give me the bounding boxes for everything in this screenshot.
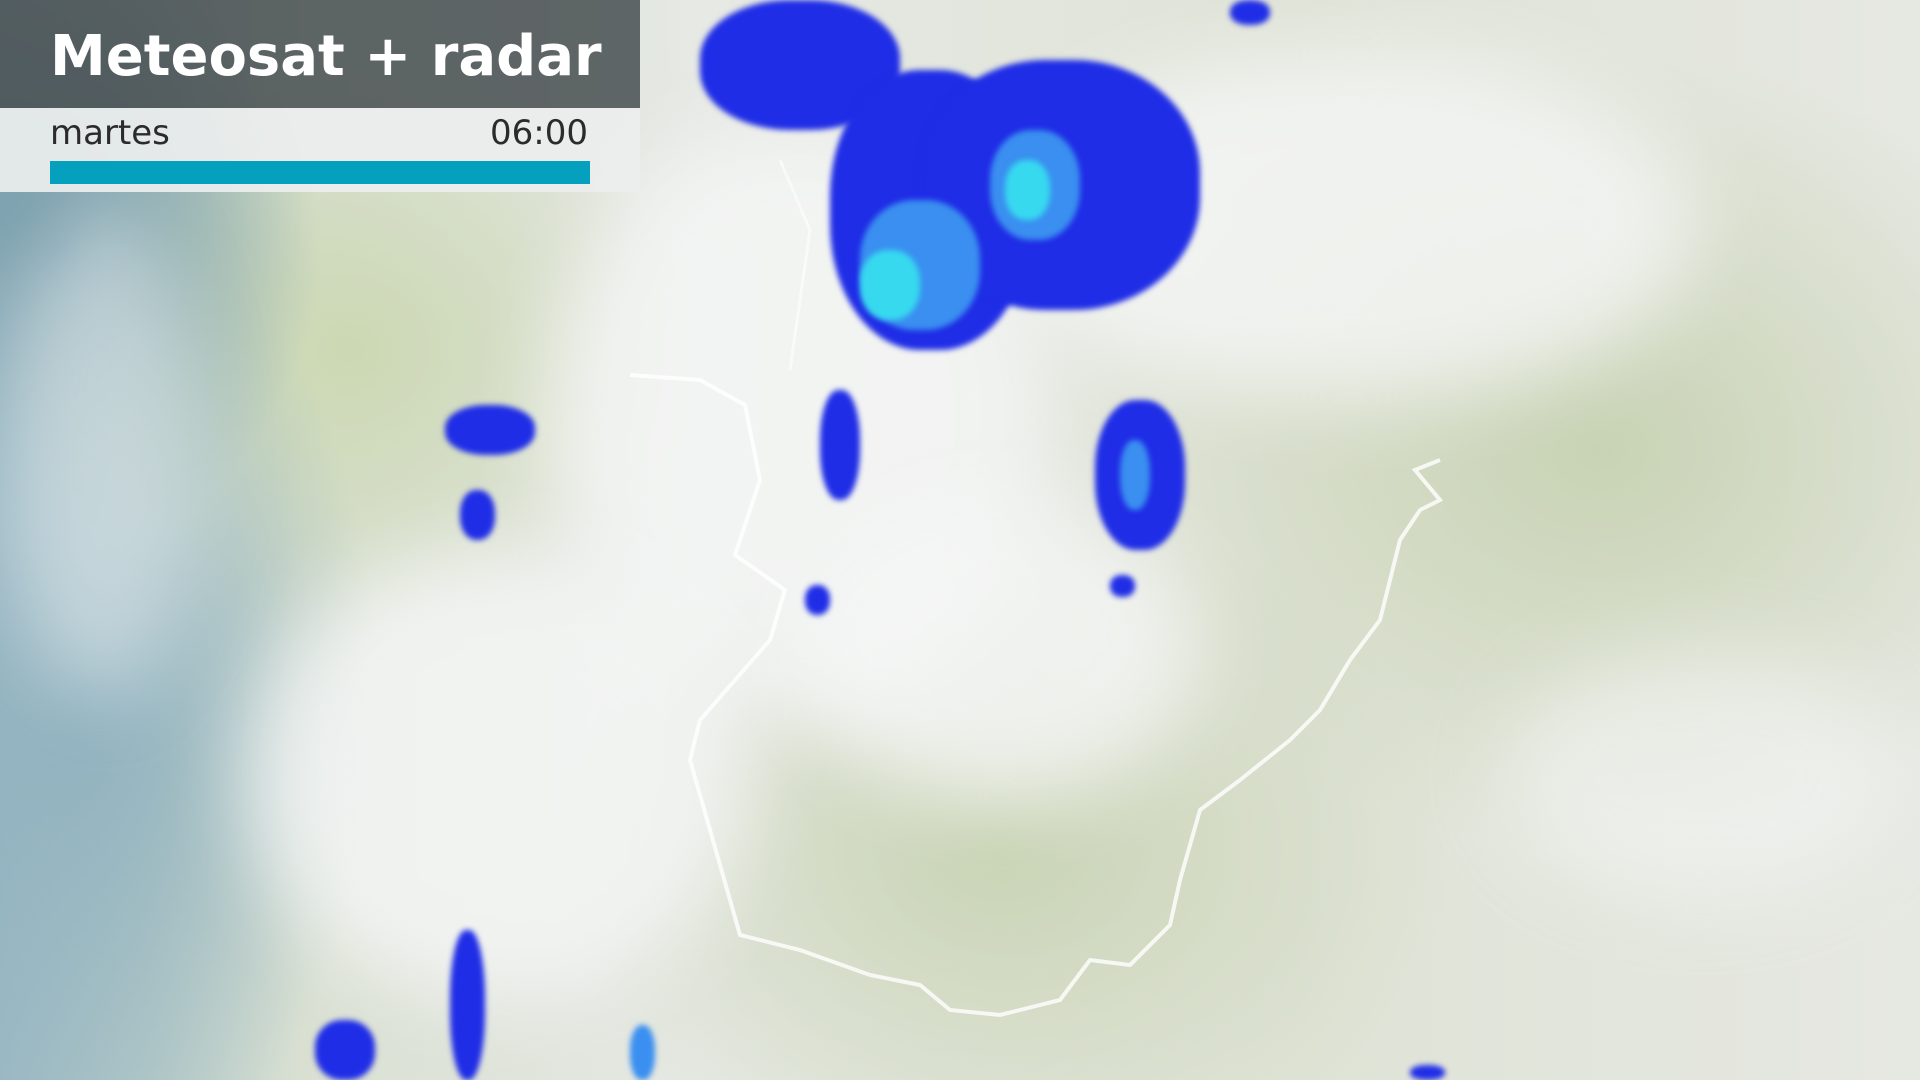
map-title: Meteosat + radar [50, 24, 602, 89]
header-panel: Meteosat + radar martes 06:00 [0, 0, 640, 192]
animation-progress-bar [50, 161, 590, 184]
time-label: 06:00 [490, 113, 588, 153]
time-panel: martes 06:00 [0, 108, 640, 192]
day-label: martes [50, 113, 170, 153]
title-bar: Meteosat + radar [0, 0, 640, 108]
progress-fill [50, 161, 590, 184]
